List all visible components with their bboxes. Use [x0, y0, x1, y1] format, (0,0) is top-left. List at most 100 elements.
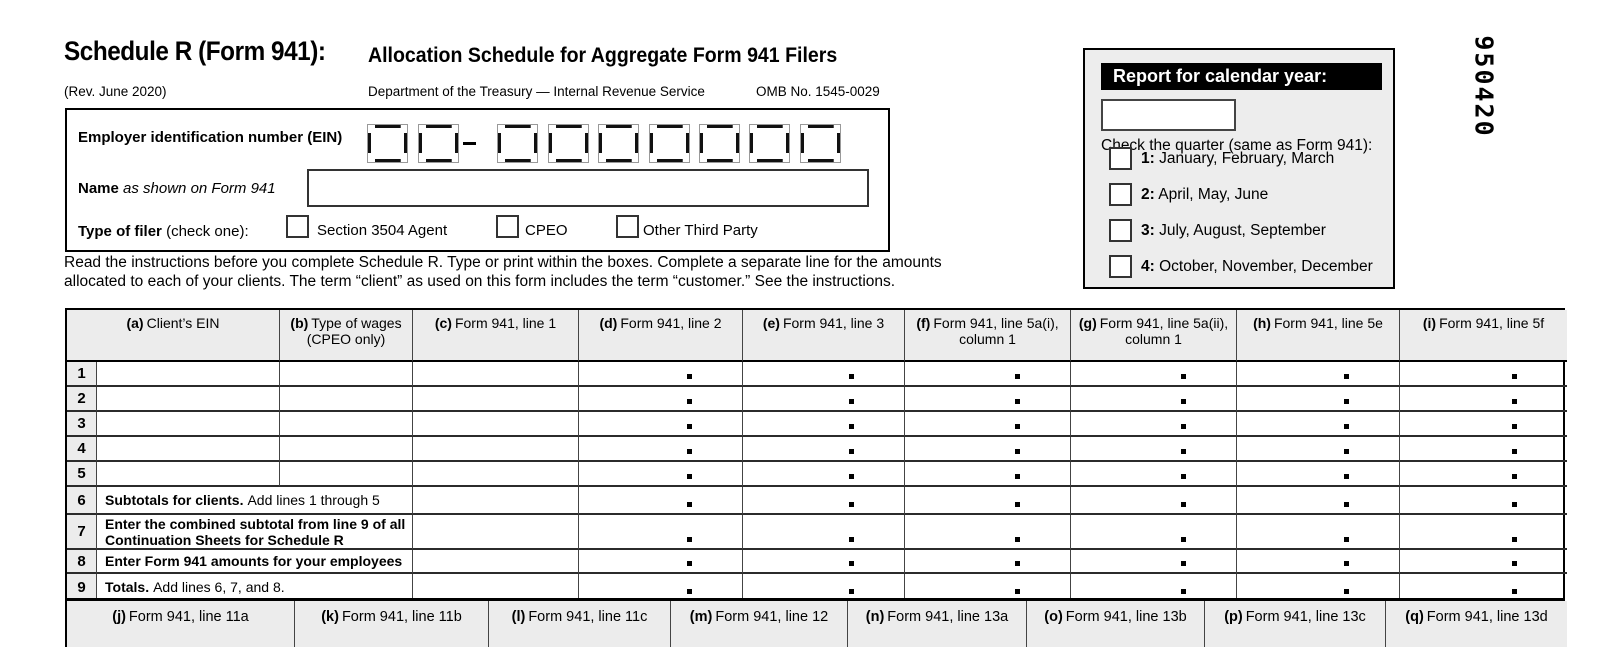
decimal-point [687, 399, 692, 404]
row-6-cell-h[interactable] [1237, 487, 1400, 515]
row-5-cell-c[interactable] [413, 462, 579, 487]
row-1-cell-f[interactable] [905, 362, 1071, 387]
ein-digit-box-4[interactable] [548, 124, 589, 163]
row-2-cell-f[interactable] [905, 387, 1071, 412]
row-4-cell-e[interactable] [743, 437, 905, 462]
row-2-cell-b[interactable] [280, 387, 413, 412]
row-1-cell-d[interactable] [579, 362, 743, 387]
col-header-c: (c) Form 941, line 1 [413, 310, 579, 362]
row-7-cell-e[interactable] [743, 515, 905, 550]
row-1-cell-a[interactable] [97, 362, 280, 387]
row-5-cell-h[interactable] [1237, 462, 1400, 487]
ein-digit-box-3[interactable] [497, 124, 538, 163]
checkbox-quarter-4[interactable] [1109, 255, 1132, 278]
row-6-cell-d[interactable] [579, 487, 743, 515]
row-5-cell-g[interactable] [1071, 462, 1237, 487]
row-6-cell-g[interactable] [1071, 487, 1237, 515]
row-9-cell-g[interactable] [1071, 574, 1237, 600]
checkbox-quarter-1[interactable] [1109, 147, 1132, 170]
row-1-cell-g[interactable] [1071, 362, 1237, 387]
decimal-point [1344, 561, 1349, 566]
row-7-cell-i[interactable] [1400, 515, 1567, 550]
checkbox-quarter-3[interactable] [1109, 219, 1132, 242]
row-9-cell-f[interactable] [905, 574, 1071, 600]
row-5-cell-d[interactable] [579, 462, 743, 487]
row-7-cell-c[interactable] [413, 515, 579, 550]
row-4-cell-f[interactable] [905, 437, 1071, 462]
row-3-number: 3 [67, 412, 97, 437]
name-input[interactable] [307, 169, 869, 207]
row-1-cell-h[interactable] [1237, 362, 1400, 387]
row-3-cell-b[interactable] [280, 412, 413, 437]
row-5-cell-e[interactable] [743, 462, 905, 487]
row-7-cell-f[interactable] [905, 515, 1071, 550]
ein-digit-box-6[interactable] [649, 124, 690, 163]
ein-digit-box-5[interactable] [598, 124, 639, 163]
row-8-cell-g[interactable] [1071, 550, 1237, 574]
row-2-cell-h[interactable] [1237, 387, 1400, 412]
row-4-cell-g[interactable] [1071, 437, 1237, 462]
row-3-cell-a[interactable] [97, 412, 280, 437]
report-calendar-year-box: Report for calendar year: Check the quar… [1083, 48, 1395, 289]
row-9-cell-i[interactable] [1400, 574, 1567, 600]
row-1-cell-c[interactable] [413, 362, 579, 387]
row-9-cell-h[interactable] [1237, 574, 1400, 600]
row-6-cell-i[interactable] [1400, 487, 1567, 515]
row-8-cell-d[interactable] [579, 550, 743, 574]
row-4-cell-a[interactable] [97, 437, 280, 462]
checkbox-quarter-2[interactable] [1109, 183, 1132, 206]
row-3-cell-f[interactable] [905, 412, 1071, 437]
col-header-k: (k) Form 941, line 11b [295, 601, 489, 647]
ein-digit-box-8[interactable] [749, 124, 790, 163]
row-2-cell-e[interactable] [743, 387, 905, 412]
row-6-cell-e[interactable] [743, 487, 905, 515]
row-4-cell-c[interactable] [413, 437, 579, 462]
row-4-cell-b[interactable] [280, 437, 413, 462]
row-5-cell-f[interactable] [905, 462, 1071, 487]
row-2-cell-c[interactable] [413, 387, 579, 412]
row-5-cell-i[interactable] [1400, 462, 1567, 487]
row-7-cell-h[interactable] [1237, 515, 1400, 550]
row-4-cell-d[interactable] [579, 437, 743, 462]
calendar-year-input[interactable] [1101, 99, 1236, 131]
row-8-cell-f[interactable] [905, 550, 1071, 574]
row-4-cell-h[interactable] [1237, 437, 1400, 462]
row-2-cell-i[interactable] [1400, 387, 1567, 412]
row-9-cell-c[interactable] [413, 574, 579, 600]
row-6-cell-c[interactable] [413, 487, 579, 515]
row-3-cell-c[interactable] [413, 412, 579, 437]
row-7-cell-d[interactable] [579, 515, 743, 550]
checkbox-section-3504-agent[interactable] [286, 215, 309, 238]
row-4-cell-i[interactable] [1400, 437, 1567, 462]
row-9-cell-e[interactable] [743, 574, 905, 600]
row-2-cell-a[interactable] [97, 387, 280, 412]
row-3-cell-e[interactable] [743, 412, 905, 437]
checkbox-cpeo[interactable] [496, 215, 519, 238]
row-7-cell-g[interactable] [1071, 515, 1237, 550]
row-1-cell-b[interactable] [280, 362, 413, 387]
row-5-cell-b[interactable] [280, 462, 413, 487]
row-6-cell-f[interactable] [905, 487, 1071, 515]
ein-digit-box-9[interactable] [800, 124, 841, 163]
ein-digit-box-7[interactable] [699, 124, 740, 163]
row-8-cell-e[interactable] [743, 550, 905, 574]
row-8-cell-h[interactable] [1237, 550, 1400, 574]
decimal-point [1015, 502, 1020, 507]
checkbox-other-third-party[interactable] [616, 215, 639, 238]
row-3-cell-d[interactable] [579, 412, 743, 437]
row-1-cell-e[interactable] [743, 362, 905, 387]
decimal-point [1512, 399, 1517, 404]
row-3-cell-g[interactable] [1071, 412, 1237, 437]
row-8-cell-c[interactable] [413, 550, 579, 574]
ein-digit-box-1[interactable] [367, 124, 408, 163]
row-2-cell-d[interactable] [579, 387, 743, 412]
row-8-cell-i[interactable] [1400, 550, 1567, 574]
row-2-cell-g[interactable] [1071, 387, 1237, 412]
row-1-cell-i[interactable] [1400, 362, 1567, 387]
decimal-point [849, 399, 854, 404]
row-3-cell-i[interactable] [1400, 412, 1567, 437]
row-3-cell-h[interactable] [1237, 412, 1400, 437]
row-9-cell-d[interactable] [579, 574, 743, 600]
ein-digit-box-2[interactable] [418, 124, 459, 163]
row-5-cell-a[interactable] [97, 462, 280, 487]
